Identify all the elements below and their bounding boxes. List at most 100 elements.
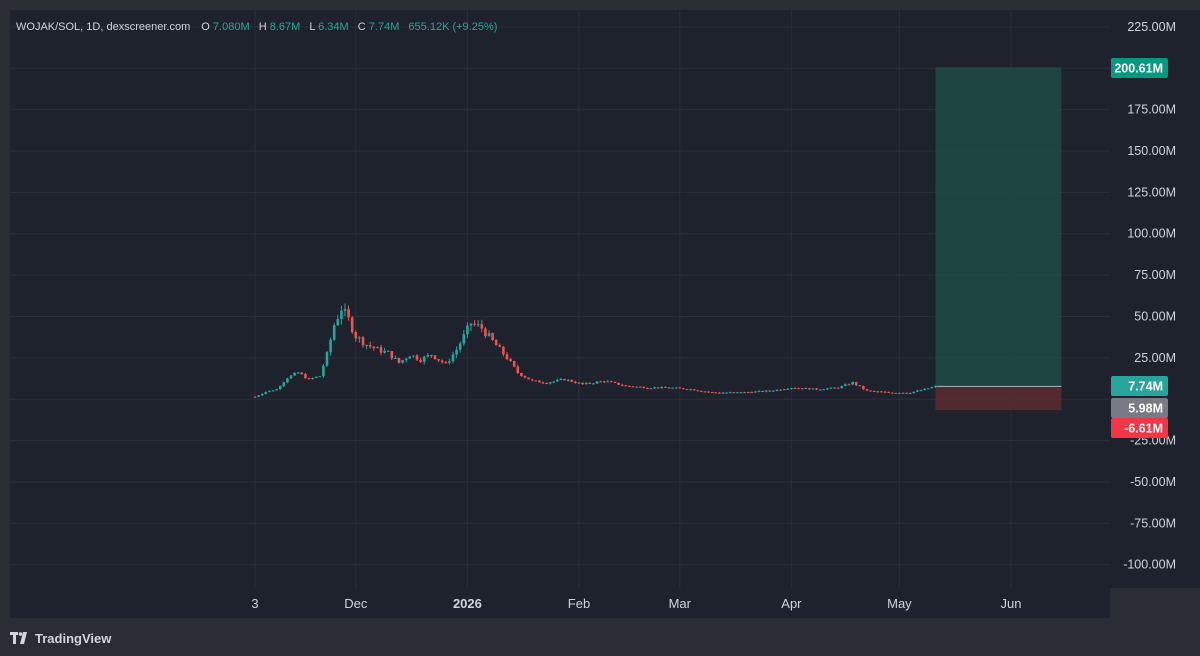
candle-body xyxy=(563,378,566,381)
candle xyxy=(376,346,379,349)
candle-body xyxy=(635,386,638,388)
candle xyxy=(296,371,300,374)
candle-body xyxy=(750,392,754,394)
candle-body xyxy=(847,384,851,386)
price-tick-label: 150.00M xyxy=(1127,144,1176,158)
candle xyxy=(332,322,336,342)
candle xyxy=(872,390,876,393)
price-tag: -6.61M xyxy=(1111,418,1168,438)
candle xyxy=(494,338,498,346)
candle-body xyxy=(469,323,473,326)
candle xyxy=(379,344,383,356)
candle xyxy=(368,341,372,349)
candle xyxy=(289,375,293,379)
candle xyxy=(462,330,466,346)
brand-name: TradingView xyxy=(35,630,112,646)
candle xyxy=(836,387,840,389)
candle-body xyxy=(890,392,894,394)
candle xyxy=(876,390,880,393)
candle xyxy=(556,378,559,382)
candle xyxy=(808,387,811,390)
candle xyxy=(718,392,721,394)
candle xyxy=(491,332,494,341)
candle-body xyxy=(548,382,552,384)
price-tick-label: -100.00M xyxy=(1123,558,1176,572)
candle xyxy=(541,381,545,385)
time-tick-label: Jun xyxy=(1001,596,1022,611)
price-tick-label: 25.00M xyxy=(1134,351,1176,365)
price-axis[interactable]: 225.00M 175.00M 150.00M 125.00M 100.00M 75.00… xyxy=(1110,10,1200,588)
candle-body xyxy=(408,356,412,359)
candle xyxy=(307,377,311,380)
candle xyxy=(329,337,332,356)
candle-body xyxy=(602,381,606,383)
candle-body xyxy=(797,388,800,390)
candle-body xyxy=(559,378,563,380)
loss-zone[interactable] xyxy=(935,386,1062,411)
candle xyxy=(516,364,520,375)
candle xyxy=(350,315,354,334)
candle xyxy=(383,347,386,354)
candle xyxy=(523,375,527,379)
candle-body xyxy=(520,372,523,377)
candle xyxy=(509,357,512,363)
candle-body xyxy=(743,392,746,394)
candle-body xyxy=(714,392,718,394)
candle-body xyxy=(790,387,793,389)
candle-body xyxy=(664,386,667,388)
price-tag-background xyxy=(1111,418,1168,438)
candle-body xyxy=(527,377,530,380)
candle-body xyxy=(779,389,782,391)
candle-body xyxy=(768,390,772,392)
candle xyxy=(728,391,732,394)
candle xyxy=(408,355,412,359)
candle-body xyxy=(311,377,314,379)
legend-open-value: 7.080M xyxy=(213,21,250,33)
candle xyxy=(487,330,491,337)
profit-zone[interactable] xyxy=(935,67,1062,387)
candle-body xyxy=(354,332,358,339)
candle-body xyxy=(404,358,408,361)
candle xyxy=(815,387,818,391)
candle-body xyxy=(804,388,808,390)
candle xyxy=(682,388,685,390)
candle-body xyxy=(347,309,350,318)
candle-body xyxy=(905,392,908,394)
candle-body xyxy=(466,325,469,335)
candle xyxy=(779,389,782,391)
candle xyxy=(912,391,916,394)
candle-body xyxy=(624,385,628,387)
candle xyxy=(419,357,422,364)
long-position-tool[interactable] xyxy=(935,67,1062,411)
candle xyxy=(725,392,728,394)
candle xyxy=(444,360,448,364)
candle xyxy=(732,392,736,394)
candle xyxy=(322,363,325,378)
candle-body xyxy=(361,337,365,346)
candle-body xyxy=(437,359,440,361)
candle xyxy=(314,376,318,379)
candle xyxy=(613,381,617,384)
candle-body xyxy=(782,389,786,391)
candle xyxy=(826,387,829,390)
plot-background xyxy=(10,10,1110,588)
tradingview-brand[interactable]: TradingView xyxy=(10,630,111,646)
price-tick-label: 175.00M xyxy=(1127,103,1176,117)
candle xyxy=(505,352,509,361)
candle-body xyxy=(595,381,599,384)
candle xyxy=(336,314,340,326)
tradingview-logo-icon xyxy=(10,632,30,644)
candle-body xyxy=(487,333,491,337)
candle xyxy=(671,387,674,389)
time-axis[interactable]: 3 Dec 2026 Feb Mar Apr May Jun xyxy=(10,588,1110,618)
candle xyxy=(851,381,854,385)
candle xyxy=(401,359,404,364)
candle xyxy=(934,385,937,388)
candle xyxy=(898,392,901,394)
candle xyxy=(397,357,401,364)
candle-body xyxy=(588,382,592,384)
candle xyxy=(311,377,314,380)
candle-body xyxy=(606,381,610,383)
